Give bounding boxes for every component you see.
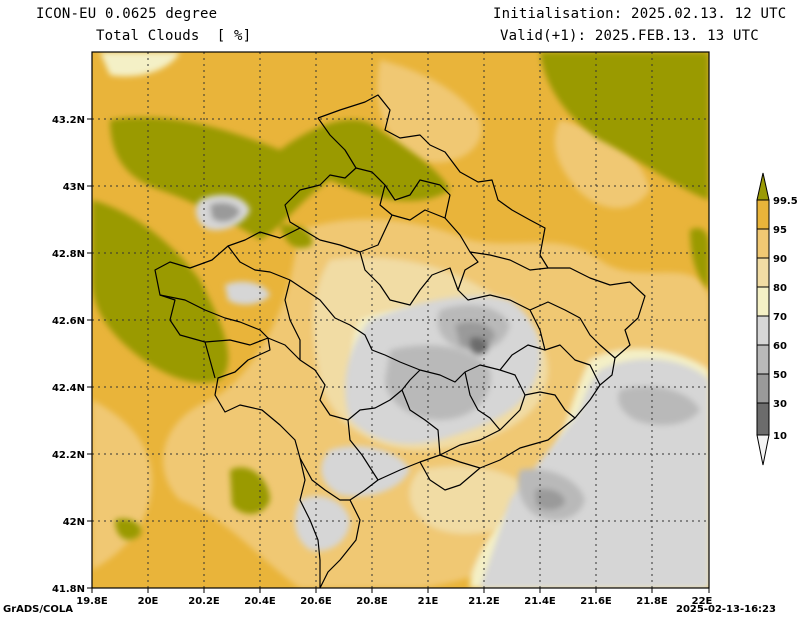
gridlines <box>92 52 709 588</box>
y-tick-label: 42.4N <box>52 383 85 394</box>
colorbar <box>756 172 770 466</box>
valid-time: Valid(+1): 2025.FEB.13. 13 UTC <box>500 28 759 44</box>
colorbar-label: 50 <box>773 370 787 381</box>
colorbar-segment <box>756 286 770 317</box>
colorbar-segment <box>756 228 770 259</box>
model-title: ICON-EU 0.0625 degree <box>36 6 218 22</box>
colorbar-segment <box>756 199 770 230</box>
footer-timestamp: 2025-02-13-16:23 <box>676 604 776 615</box>
colorbar-segment <box>756 344 770 375</box>
x-tick-label: 21E <box>418 596 439 607</box>
x-tick-label: 21.2E <box>468 596 500 607</box>
x-tick-label: 20.8E <box>356 596 388 607</box>
field-title: Total Clouds [ %] <box>96 28 252 44</box>
cloud-field <box>92 52 709 588</box>
y-tick-label: 42.8N <box>52 249 85 260</box>
x-tick-label: 21.8E <box>636 596 668 607</box>
y-tick-label: 43.2N <box>52 115 85 126</box>
colorbar-top-triangle <box>756 172 770 201</box>
x-tick-label: 20.4E <box>244 596 276 607</box>
y-tick-label: 41.8N <box>52 584 85 595</box>
colorbar-label: 95 <box>773 225 787 236</box>
colorbar-label: 90 <box>773 254 787 265</box>
y-tick-label: 42.2N <box>52 450 85 461</box>
x-tick-label: 21.4E <box>524 596 556 607</box>
colorbar-labels: 99.5 95 90 80 70 60 50 30 10 <box>773 196 798 442</box>
colorbar-label: 70 <box>773 312 787 323</box>
colorbar-label: 10 <box>773 431 787 442</box>
y-tick-label: 42.6N <box>52 316 85 327</box>
footer-credit: GrADS/COLA <box>3 604 73 615</box>
colorbar-bottom-triangle <box>756 434 770 466</box>
tick-marks <box>87 118 710 593</box>
colorbar-segment <box>756 257 770 288</box>
colorbar-label: 30 <box>773 399 787 410</box>
colorbar-segment <box>756 402 770 436</box>
colorbar-segment <box>756 373 770 404</box>
colorbar-label: 80 <box>773 283 787 294</box>
x-axis-labels: 19.8E 20E 20.2E 20.4E 20.6E 20.8E 21E 21… <box>76 596 712 607</box>
colorbar-label: 60 <box>773 341 787 352</box>
colorbar-segment <box>756 315 770 346</box>
colorbar-label: 99.5 <box>773 196 798 207</box>
y-tick-label: 42N <box>63 517 85 528</box>
x-tick-label: 20.2E <box>188 596 220 607</box>
x-tick-label: 22E <box>692 596 713 607</box>
y-tick-label: 43N <box>63 182 85 193</box>
y-axis-labels: 43.2N 43N 42.8N 42.6N 42.4N 42.2N 42N 41… <box>52 115 85 595</box>
x-tick-label: 20E <box>138 596 159 607</box>
x-tick-label: 20.6E <box>300 596 332 607</box>
x-tick-label: 21.6E <box>580 596 612 607</box>
borders <box>154 94 646 588</box>
x-tick-label: 19.8E <box>76 596 108 607</box>
init-time: Initialisation: 2025.02.13. 12 UTC <box>493 6 787 22</box>
